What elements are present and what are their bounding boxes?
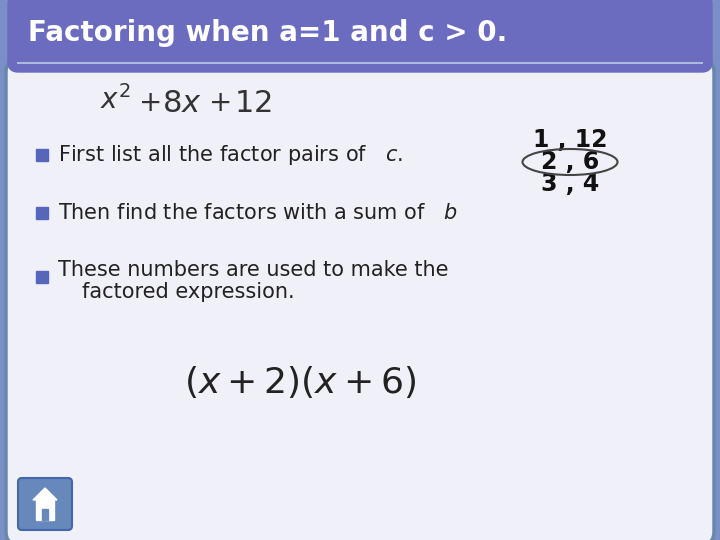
Text: 3 , 4: 3 , 4 (541, 172, 599, 196)
Bar (36, 500, 54, 520)
Text: $8x$: $8x$ (162, 89, 202, 118)
Bar (42, 509, 48, 520)
Text: $+$: $+$ (138, 89, 161, 117)
Text: 1 , 12: 1 , 12 (533, 128, 607, 152)
Polygon shape (33, 488, 57, 500)
Text: Then find the factors with a sum of   $b$: Then find the factors with a sum of $b$ (58, 203, 458, 223)
FancyBboxPatch shape (8, 0, 712, 72)
Text: $x^2$: $x^2$ (100, 85, 131, 115)
Text: First list all the factor pairs of   $c$.: First list all the factor pairs of $c$. (58, 143, 403, 167)
Text: factored expression.: factored expression. (82, 282, 294, 302)
Text: These numbers are used to make the: These numbers are used to make the (58, 260, 449, 280)
Text: 2 , 6: 2 , 6 (541, 150, 599, 174)
Text: $+$: $+$ (208, 89, 230, 117)
Text: Factoring when a=1 and c > 0.: Factoring when a=1 and c > 0. (28, 19, 508, 47)
Bar (18, 37, 702, 62)
FancyBboxPatch shape (6, 60, 714, 540)
Text: $12$: $12$ (234, 89, 271, 118)
FancyBboxPatch shape (18, 478, 72, 530)
Text: $(x  +  2)(x  +  6)$: $(x + 2)(x + 6)$ (184, 364, 416, 400)
